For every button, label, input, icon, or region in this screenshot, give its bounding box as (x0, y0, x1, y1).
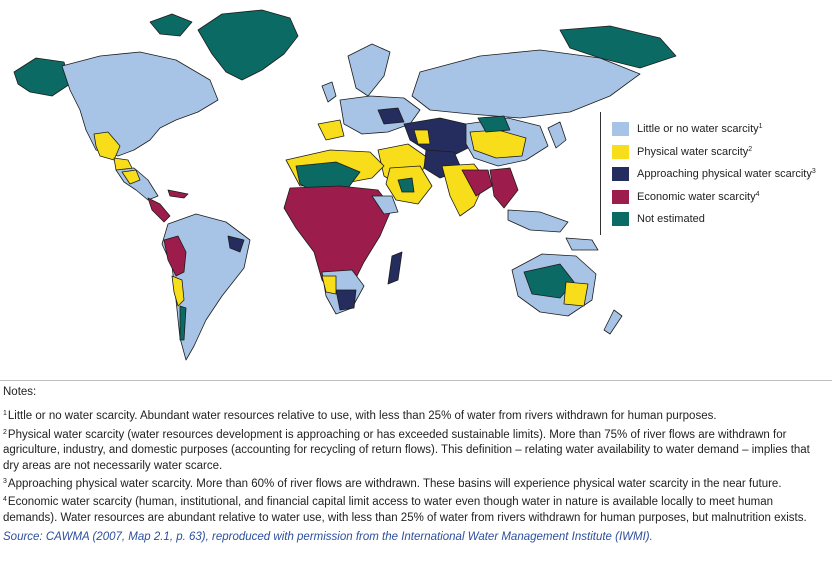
region-india-east (461, 169, 493, 197)
note-2-text: Physical water scarcity (water resources… (3, 428, 810, 472)
region-arctic-islands-na (149, 13, 193, 37)
region-new-guinea (565, 237, 599, 251)
world-water-scarcity-map (13, 9, 677, 361)
swatch-economic-icon (612, 189, 629, 204)
region-scandinavia (347, 43, 391, 97)
region-caspian-dry (413, 129, 431, 145)
region-southeast-asia-islands (507, 209, 569, 233)
map-panel: Little or no water scarcity1 Physical wa… (0, 9, 832, 381)
note-3: 3Approaching physical water scarcity. Mo… (3, 474, 828, 492)
region-mexico-north-dry (121, 169, 141, 185)
region-greenland (197, 9, 299, 81)
region-alaska (13, 57, 71, 97)
region-iberia-dry (317, 119, 345, 141)
region-arabia-desert (397, 177, 415, 193)
region-south-africa-approaching (335, 289, 357, 311)
legend-item-little: Little or no water scarcity1 (612, 118, 816, 141)
note-4: 4Economic water scarcity (human, institu… (3, 492, 828, 526)
region-madagascar (387, 251, 403, 285)
notes-section: Notes: 1Little or no water scarcity. Abu… (3, 385, 828, 546)
legend-item-approaching: Approaching physical water scarcity3 (612, 163, 816, 186)
region-eastern-europe-approaching (377, 107, 405, 125)
legend-note-approaching: 3 (811, 168, 816, 176)
region-caribbean (167, 189, 189, 199)
legend-note-physical: 2 (748, 145, 753, 153)
legend-label-economic: Economic water scarcity (637, 190, 756, 203)
region-north-america (61, 51, 219, 157)
legend-note-economic: 4 (755, 190, 760, 198)
region-chile-south (179, 305, 187, 341)
region-andes-dry (171, 275, 185, 307)
note-1-number: 1 (3, 410, 7, 418)
map-legend: Little or no water scarcity1 Physical wa… (600, 112, 816, 235)
region-new-zealand (603, 309, 623, 335)
region-central-america (147, 197, 171, 223)
note-2: 2Physical water scarcity (water resource… (3, 425, 828, 474)
note-4-number: 4 (3, 496, 7, 504)
region-indochina (489, 167, 519, 209)
legend-item-not-estimated: Not estimated (612, 208, 816, 231)
legend-label-physical: Physical water scarcity (637, 145, 749, 158)
swatch-physical-icon (612, 144, 629, 159)
region-central-asia (403, 117, 473, 157)
region-korea-japan (547, 121, 567, 149)
note-1: 1Little or no water scarcity. Abundant w… (3, 406, 828, 424)
legend-item-physical: Physical water scarcity2 (612, 141, 816, 164)
notes-heading: Notes: (3, 386, 37, 398)
region-andes-economic (163, 235, 187, 277)
region-horn-africa (371, 195, 399, 215)
swatch-little-icon (612, 122, 629, 137)
legend-item-economic: Economic water scarcity4 (612, 186, 816, 209)
note-3-text: Approaching physical water scarcity. Mor… (7, 478, 782, 491)
legend-label-not-estimated: Not estimated (637, 213, 705, 226)
region-russia-northeast (559, 25, 677, 69)
region-brazil-northeast (227, 235, 245, 253)
note-3-number: 3 (3, 478, 7, 486)
region-uk (321, 81, 337, 103)
source-citation: Source: CAWMA (2007, Map 2.1, p. 63), re… (3, 531, 653, 544)
legend-label-little: Little or no water scarcity (637, 123, 759, 136)
region-australia-east-dry (563, 281, 589, 307)
swatch-approaching-icon (612, 167, 629, 182)
region-namibia-dry (321, 275, 337, 295)
legend-label-approaching: Approaching physical water scarcity (637, 168, 812, 181)
swatch-not-estimated-icon (612, 212, 629, 227)
note-4-text: Economic water scarcity (human, institut… (3, 496, 807, 524)
region-tibet (477, 115, 511, 133)
region-russia (411, 49, 641, 119)
legend-note-little: 1 (758, 123, 763, 131)
note-2-number: 2 (3, 428, 7, 436)
note-1-text: Little or no water scarcity. Abundant wa… (7, 410, 717, 423)
